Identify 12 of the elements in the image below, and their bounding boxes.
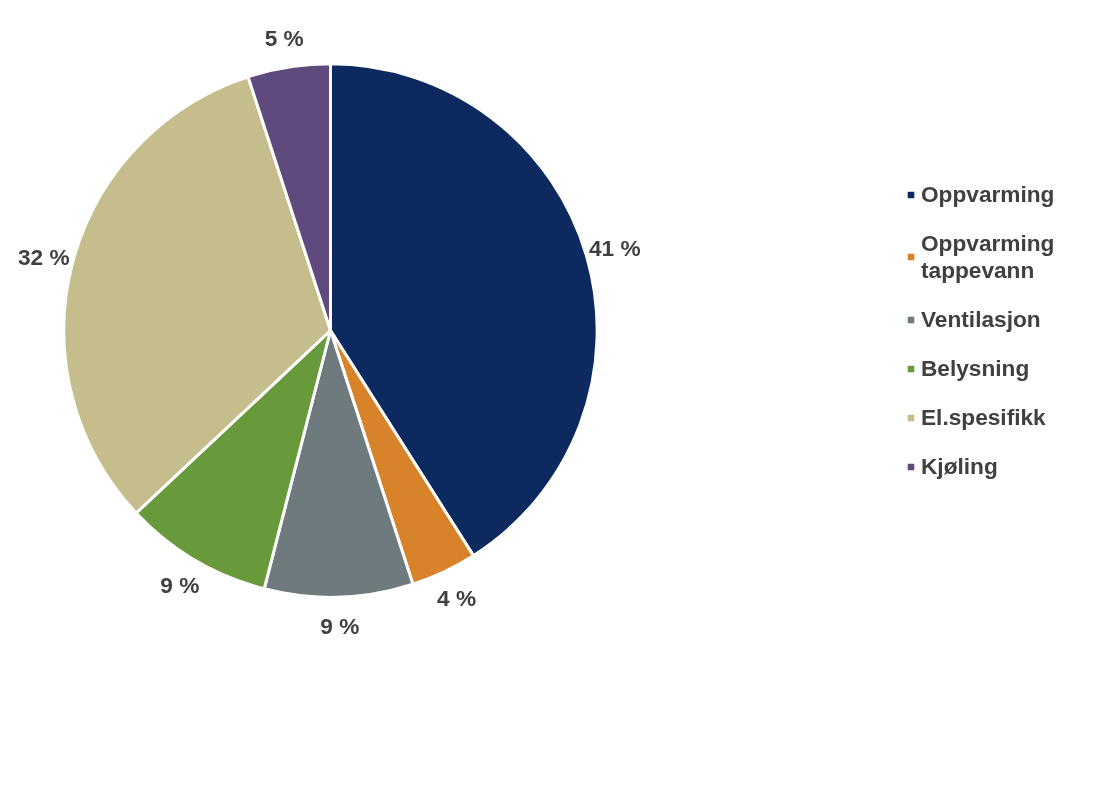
legend-label: Oppvarming tappevann xyxy=(921,229,1056,284)
legend-label: Ventilasjon xyxy=(921,305,1042,333)
data-label: 9 % xyxy=(320,613,360,640)
legend-label: Oppvarming xyxy=(921,180,1056,208)
data-label: 32 % xyxy=(17,243,70,270)
data-label: 4 % xyxy=(437,585,477,612)
legend-label: Belysning xyxy=(921,354,1031,382)
data-label: 5 % xyxy=(264,25,304,52)
legend-label: Kjøling xyxy=(921,452,999,480)
legend-label: El.spesifikk xyxy=(921,403,1047,431)
data-label: 9 % xyxy=(160,572,200,599)
data-label: 41 % xyxy=(588,234,641,261)
